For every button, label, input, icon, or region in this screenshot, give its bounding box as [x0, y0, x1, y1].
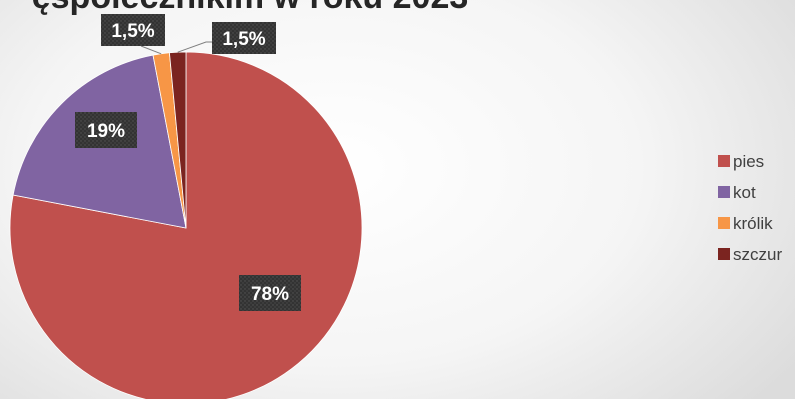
legend: pies kot królik szczur — [718, 152, 782, 264]
legend-label: królik — [733, 214, 773, 233]
data-label-box — [239, 275, 301, 311]
data-label-królik: 1,5% — [101, 14, 165, 46]
legend-swatch — [718, 217, 730, 229]
legend-label: szczur — [733, 245, 782, 264]
pie-slice-pies — [9, 51, 363, 399]
data-label-text: 1,5% — [111, 21, 154, 42]
legend-label: pies — [733, 152, 764, 171]
data-label-text: 78% — [251, 284, 289, 305]
legend-swatch — [718, 186, 730, 198]
legend-item-królik: królik — [718, 214, 773, 233]
data-label-text: 1,5% — [222, 29, 265, 50]
legend-swatch — [718, 248, 730, 260]
legend-label: kot — [733, 183, 756, 202]
data-label-box — [101, 14, 165, 46]
legend-item-szczur: szczur — [718, 245, 782, 264]
data-label-text: 19% — [87, 121, 125, 142]
legend-item-pies: pies — [718, 152, 764, 171]
legend-swatch — [718, 155, 730, 167]
data-label-szczur: 1,5% — [212, 22, 276, 54]
leader-line-szczur — [177, 41, 212, 53]
chart-title: ęspołecznikim w roku 2023 — [32, 0, 469, 16]
data-label-box — [75, 112, 137, 148]
data-label-box — [212, 22, 276, 54]
data-label-kot: 19% — [75, 112, 137, 148]
data-label-pies: 78% — [239, 275, 301, 311]
leader-line-królik — [140, 45, 162, 55]
legend-item-kot: kot — [718, 183, 756, 202]
